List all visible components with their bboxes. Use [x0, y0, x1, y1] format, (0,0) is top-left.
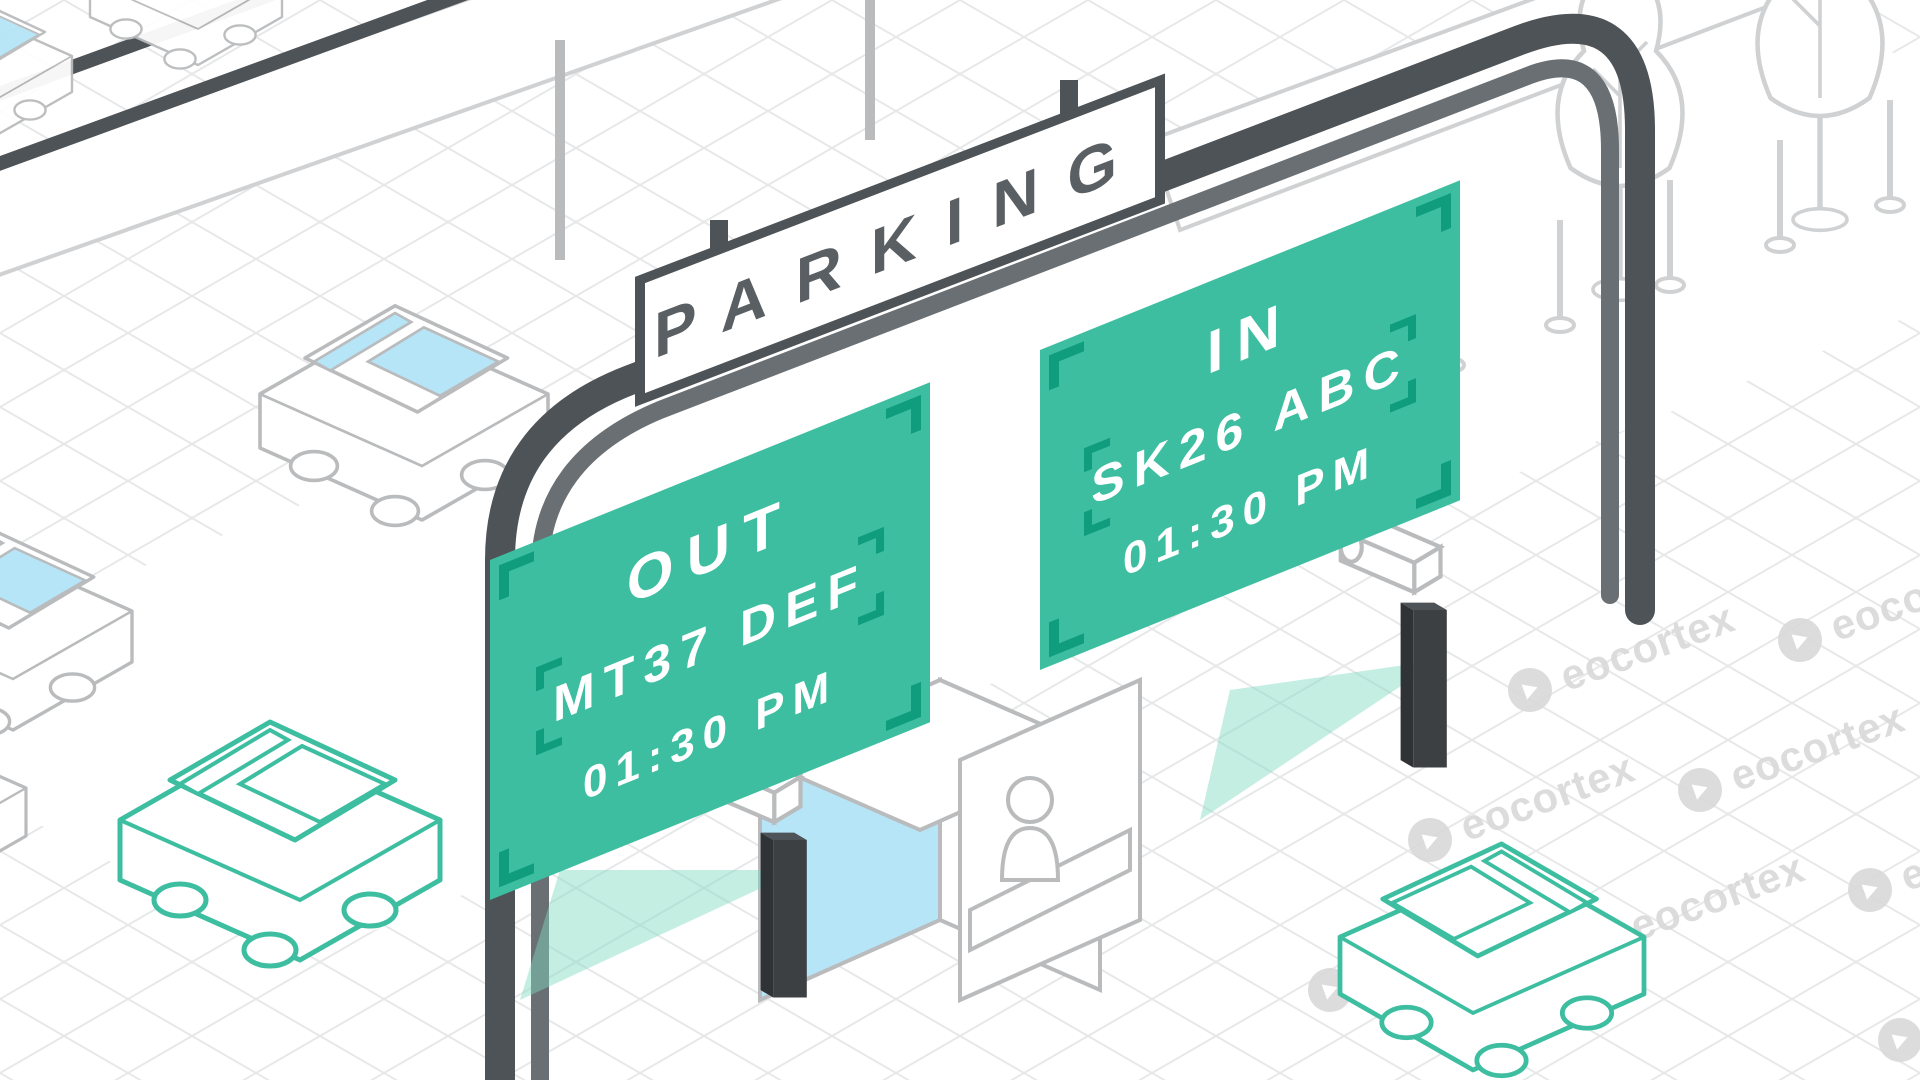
- scene: eocortex: [0, 0, 1920, 1080]
